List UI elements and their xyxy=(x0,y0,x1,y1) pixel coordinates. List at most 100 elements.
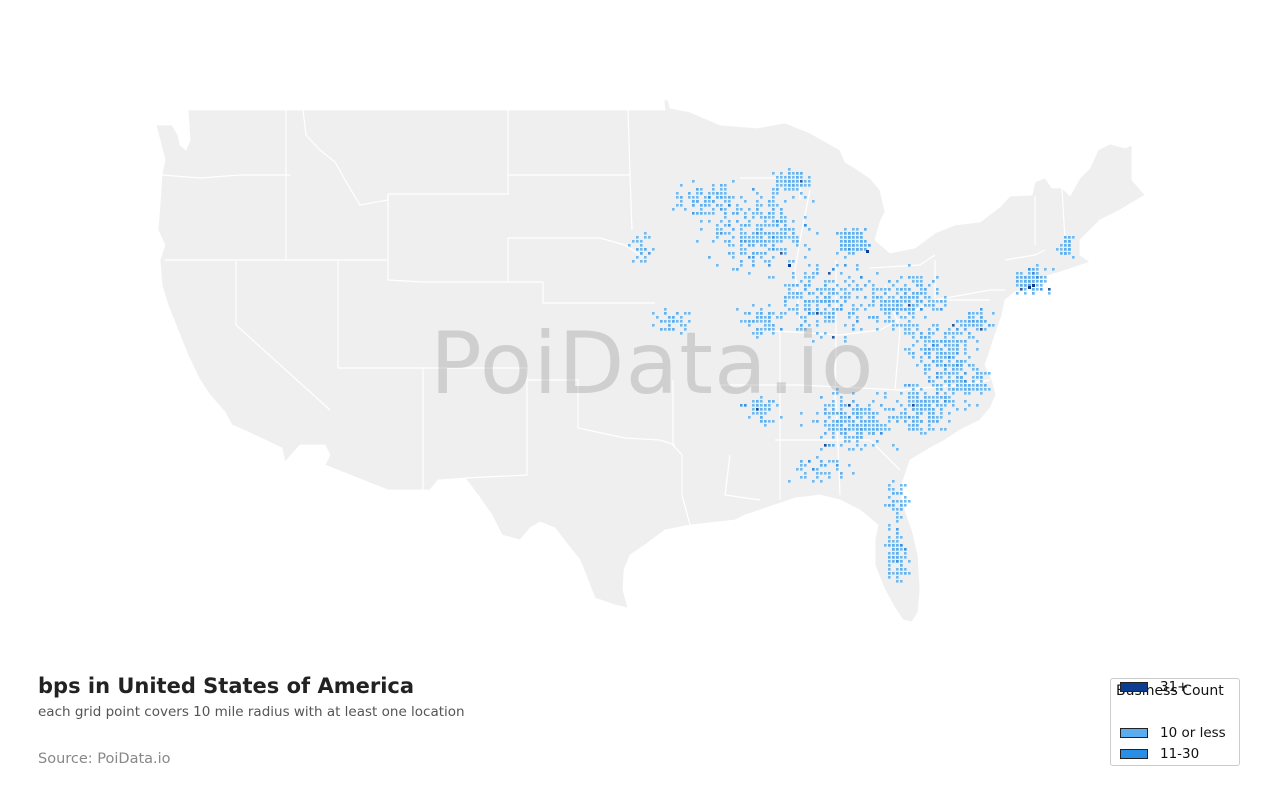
grid-point xyxy=(756,240,759,243)
grid-point xyxy=(912,392,915,395)
grid-point xyxy=(904,408,907,411)
grid-point xyxy=(780,216,783,219)
grid-point xyxy=(896,544,899,547)
grid-point xyxy=(776,180,779,183)
grid-point xyxy=(760,204,763,207)
grid-point xyxy=(980,328,983,331)
grid-point xyxy=(988,324,991,327)
grid-point xyxy=(764,224,767,227)
grid-point xyxy=(788,260,791,263)
grid-point xyxy=(804,244,807,247)
grid-point xyxy=(724,184,727,187)
grid-point xyxy=(908,396,911,399)
grid-point xyxy=(968,324,971,327)
grid-point xyxy=(924,404,927,407)
grid-point xyxy=(1032,276,1035,279)
grid-point xyxy=(956,344,959,347)
grid-point xyxy=(980,372,983,375)
grid-point xyxy=(772,248,775,251)
grid-point xyxy=(948,376,951,379)
grid-point xyxy=(896,448,899,451)
grid-point xyxy=(792,180,795,183)
grid-point xyxy=(904,572,907,575)
grid-point xyxy=(1040,284,1043,287)
grid-point xyxy=(836,424,839,427)
grid-point xyxy=(916,296,919,299)
grid-point xyxy=(980,316,983,319)
grid-point xyxy=(904,420,907,423)
grid-point xyxy=(740,252,743,255)
grid-point xyxy=(868,304,871,307)
grid-point xyxy=(936,288,939,291)
grid-point xyxy=(780,328,783,331)
grid-point xyxy=(952,380,955,383)
grid-point xyxy=(840,428,843,431)
grid-point xyxy=(848,424,851,427)
grid-point xyxy=(1036,276,1039,279)
grid-point xyxy=(732,256,735,259)
grid-point xyxy=(820,396,823,399)
grid-point xyxy=(844,428,847,431)
grid-point xyxy=(824,432,827,435)
grid-point xyxy=(868,420,871,423)
grid-point xyxy=(832,400,835,403)
grid-point xyxy=(972,388,975,391)
grid-point xyxy=(772,204,775,207)
grid-point xyxy=(856,316,859,319)
grid-point xyxy=(692,204,695,207)
grid-point xyxy=(1020,276,1023,279)
grid-point xyxy=(1072,256,1075,259)
grid-point xyxy=(944,372,947,375)
grid-point xyxy=(952,336,955,339)
grid-point xyxy=(752,260,755,263)
grid-point xyxy=(840,408,843,411)
grid-point xyxy=(832,268,835,271)
grid-point xyxy=(832,300,835,303)
grid-point xyxy=(844,292,847,295)
grid-point xyxy=(952,368,955,371)
grid-point xyxy=(728,240,731,243)
grid-point xyxy=(776,192,779,195)
source-credit: Source: PoiData.io xyxy=(38,751,171,767)
grid-point xyxy=(888,304,891,307)
grid-point xyxy=(676,204,679,207)
grid-point xyxy=(896,560,899,563)
grid-point xyxy=(856,244,859,247)
grid-point xyxy=(640,248,643,251)
grid-point xyxy=(1036,284,1039,287)
grid-point xyxy=(884,392,887,395)
grid-point xyxy=(772,240,775,243)
grid-point xyxy=(912,408,915,411)
grid-point xyxy=(744,224,747,227)
grid-point xyxy=(892,548,895,551)
grid-point xyxy=(908,572,911,575)
grid-point xyxy=(756,224,759,227)
grid-point xyxy=(756,232,759,235)
grid-point xyxy=(812,340,815,343)
grid-point xyxy=(692,196,695,199)
grid-point xyxy=(768,324,771,327)
map-title: bps in United States of America xyxy=(38,674,415,698)
grid-point xyxy=(740,196,743,199)
grid-point xyxy=(784,232,787,235)
grid-point xyxy=(916,284,919,287)
grid-point xyxy=(952,392,955,395)
grid-point xyxy=(792,272,795,275)
grid-point xyxy=(788,480,791,483)
grid-point xyxy=(948,412,951,415)
grid-point xyxy=(900,416,903,419)
grid-point xyxy=(860,408,863,411)
grid-point xyxy=(848,420,851,423)
grid-point xyxy=(856,416,859,419)
grid-point xyxy=(796,188,799,191)
grid-point xyxy=(924,408,927,411)
grid-point xyxy=(1024,284,1027,287)
grid-point xyxy=(740,208,743,211)
grid-point xyxy=(892,492,895,495)
grid-point xyxy=(940,340,943,343)
grid-point xyxy=(696,196,699,199)
grid-point xyxy=(892,480,895,483)
grid-point xyxy=(908,560,911,563)
grid-point xyxy=(760,332,763,335)
grid-point xyxy=(956,388,959,391)
